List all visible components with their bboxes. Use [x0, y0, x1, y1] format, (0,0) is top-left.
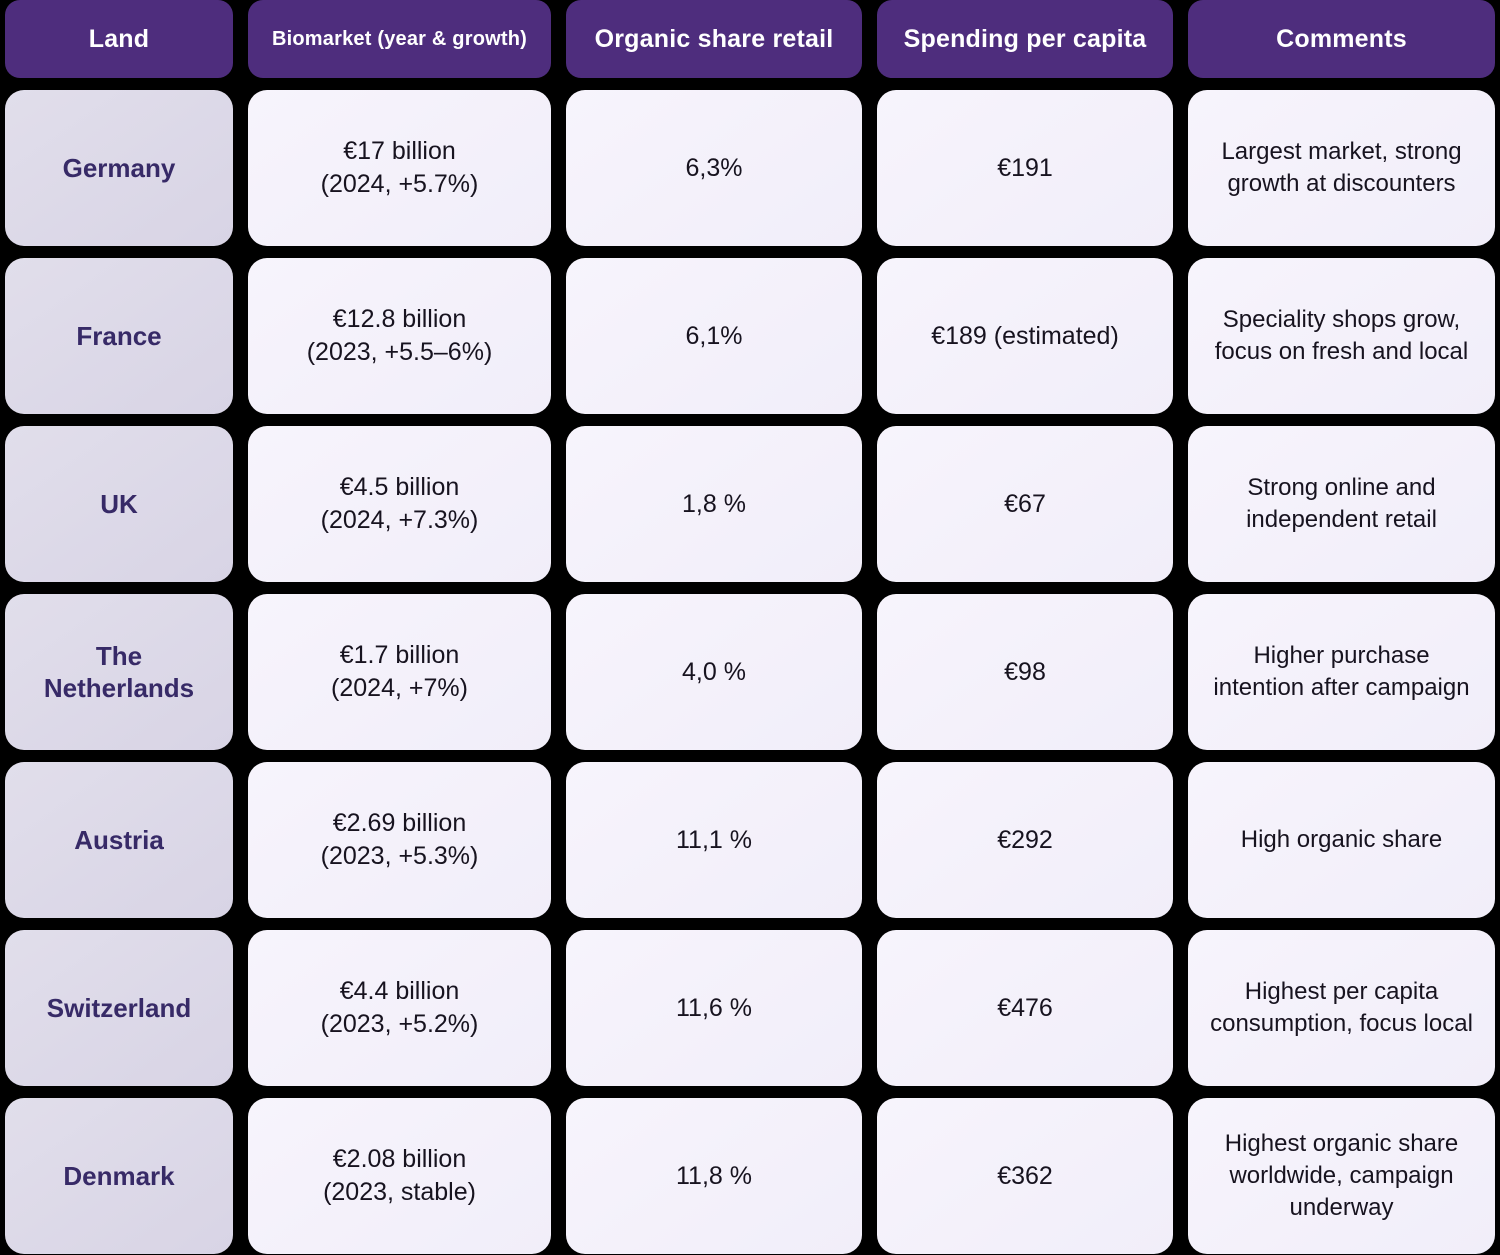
land-cell: France	[5, 258, 233, 414]
biomarket-cell: €1.7 billion (2024, +7%)	[248, 594, 551, 750]
biomarket-value: €17 billion	[343, 137, 456, 165]
biomarket-detail: (2024, +5.7%)	[320, 170, 479, 198]
biomarket-cell: €2.08 billion (2023, stable)	[248, 1098, 551, 1254]
land-cell: The Netherlands	[5, 594, 233, 750]
biomarket-detail: (2023, +5.5–6%)	[306, 338, 493, 366]
biomarket-detail: (2024, +7%)	[331, 674, 468, 702]
organic-share-cell: 6,1%	[566, 258, 862, 414]
spending-cell: €191	[877, 90, 1173, 246]
biomarket-detail: (2024, +7.3%)	[320, 506, 479, 534]
land-cell: Austria	[5, 762, 233, 918]
comments-cell: Higher purchase intention after campaign	[1188, 594, 1495, 750]
biomarket-cell: €2.69 billion (2023, +5.3%)	[248, 762, 551, 918]
land-cell: Germany	[5, 90, 233, 246]
column-header-spending: Spending per capita	[877, 0, 1173, 78]
land-cell: Denmark	[5, 1098, 233, 1254]
biomarket-detail: (2023, +5.2%)	[320, 1010, 479, 1038]
organic-share-cell: 11,8 %	[566, 1098, 862, 1254]
biomarket-cell: €12.8 billion (2023, +5.5–6%)	[248, 258, 551, 414]
spending-cell: €189 (estimated)	[877, 258, 1173, 414]
biomarket-detail: (2023, stable)	[323, 1178, 476, 1206]
comments-cell: Highest organic share worldwide, campaig…	[1188, 1098, 1495, 1254]
biomarket-value: €4.5 billion	[339, 473, 460, 501]
column-header-land: Land	[5, 0, 233, 78]
organic-share-cell: 11,1 %	[566, 762, 862, 918]
spending-cell: €67	[877, 426, 1173, 582]
spending-cell: €292	[877, 762, 1173, 918]
spending-cell: €476	[877, 930, 1173, 1086]
biomarket-cell: €4.4 billion (2023, +5.2%)	[248, 930, 551, 1086]
column-header-biomarket: Biomarket (year & growth)	[248, 0, 551, 78]
organic-share-cell: 11,6 %	[566, 930, 862, 1086]
biomarket-value: €4.4 billion	[339, 977, 460, 1005]
biomarket-value: €12.8 billion	[332, 305, 467, 333]
comments-cell: High organic share	[1188, 762, 1495, 918]
comments-cell: Largest market, strong growth at discoun…	[1188, 90, 1495, 246]
organic-share-cell: 6,3%	[566, 90, 862, 246]
spending-cell: €362	[877, 1098, 1173, 1254]
organic-share-cell: 1,8 %	[566, 426, 862, 582]
land-cell: UK	[5, 426, 233, 582]
biomarket-detail: (2023, +5.3%)	[320, 842, 479, 870]
spending-cell: €98	[877, 594, 1173, 750]
biomarket-value: €2.69 billion	[332, 809, 467, 837]
comments-cell: Strong online and independent retail	[1188, 426, 1495, 582]
comments-cell: Speciality shops grow, focus on fresh an…	[1188, 258, 1495, 414]
biomarket-value: €2.08 billion	[332, 1145, 467, 1173]
column-header-organic-share: Organic share retail	[566, 0, 862, 78]
biomarket-cell: €17 billion (2024, +5.7%)	[248, 90, 551, 246]
biomarket-value: €1.7 billion	[339, 641, 460, 669]
comments-cell: Highest per capita consumption, focus lo…	[1188, 930, 1495, 1086]
column-header-comments: Comments	[1188, 0, 1495, 78]
organic-share-cell: 4,0 %	[566, 594, 862, 750]
land-cell: Switzerland	[5, 930, 233, 1086]
biomarket-cell: €4.5 billion (2024, +7.3%)	[248, 426, 551, 582]
